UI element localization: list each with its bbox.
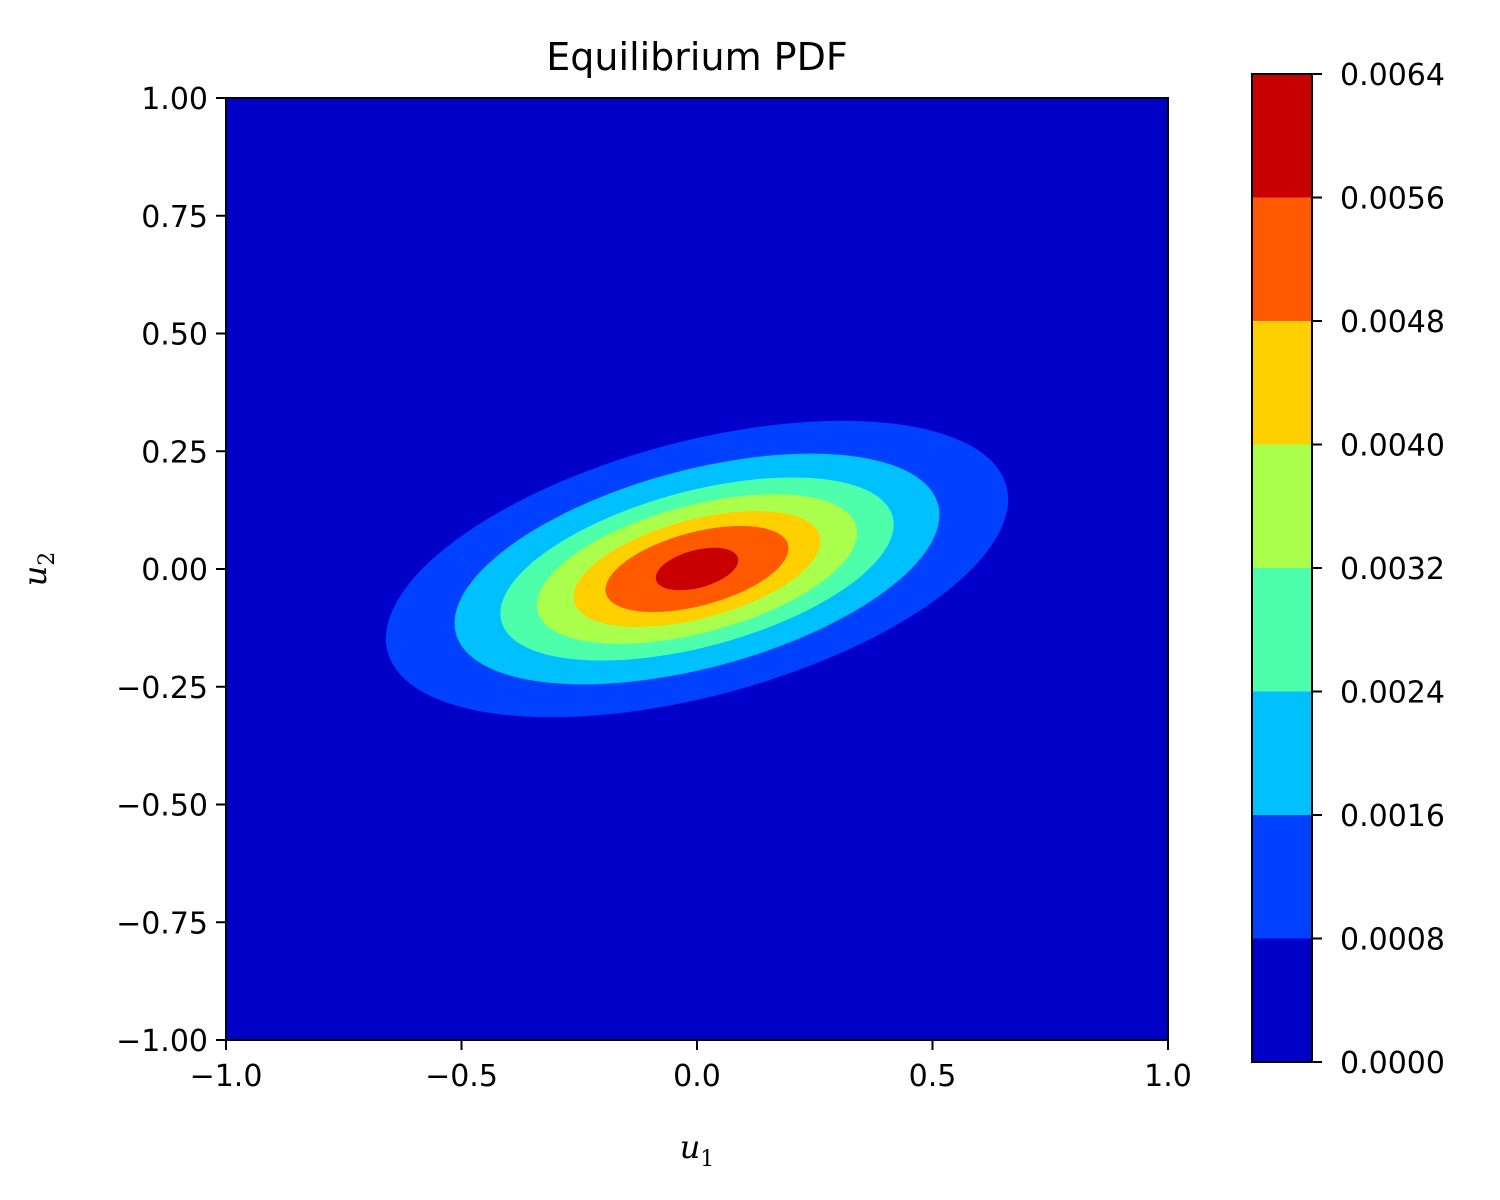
y-axis-label-base: u [16,566,54,587]
colorbar-tick-label: 0.0008 [1340,923,1445,958]
contour-bands [385,420,1009,718]
y-axis-label-sub: 2 [35,552,60,566]
y-tick-label: 0.00 [141,553,208,588]
x-tick-label: 1.0 [1144,1059,1192,1094]
colorbar-tick-label: 0.0000 [1340,1046,1445,1081]
contour-band-level-7 [655,547,739,591]
colorbar-segment-2 [1252,691,1312,815]
chart-title: Equilibrium PDF [546,35,847,79]
colorbar-tick-label: 0.0064 [1340,58,1445,93]
x-tick-label: 0.5 [909,1059,957,1094]
colorbar-tick-label: 0.0056 [1340,182,1445,217]
y-tick-label: 0.75 [141,200,208,235]
y-tick-label: −0.25 [116,671,208,706]
colorbar: 0.0000 0.0008 0.0016 0.0024 0.0032 0.0040 0.00… [1251,58,1445,1081]
colorbar-tick-label: 0.0048 [1340,305,1445,340]
y-tick-label: −0.75 [116,906,208,941]
colorbar-tick-label: 0.0040 [1340,429,1445,464]
y-tick-label: −0.50 [116,789,208,824]
colorbar-segment-4 [1252,444,1312,568]
colorbar-segment-1 [1252,815,1312,939]
colorbar-tick-label: 0.0032 [1340,552,1445,587]
y-tick-label: −1.00 [116,1024,208,1059]
x-axis-label-sub: 1 [700,1147,714,1172]
colorbar-segment-3 [1252,568,1312,692]
colorbar-segment-0 [1252,938,1312,1062]
x-tick-label: −0.5 [425,1059,498,1094]
colorbar-segment-7 [1252,74,1312,198]
colorbar-tick-label: 0.0024 [1340,676,1445,711]
y-axis-label-group: u2 [16,552,60,587]
colorbar-segment-6 [1252,197,1312,321]
y-tick-label: 1.00 [141,82,208,117]
colorbar-segment-5 [1252,321,1312,445]
colorbar-tick-label: 0.0016 [1340,799,1445,834]
y-tick-label: 0.50 [141,318,208,353]
x-tick-label: 0.0 [673,1059,721,1094]
y-axis: 1.00 0.75 0.50 0.25 0.00 −0.25 −0.50 −0.75 −1.00 [116,82,226,1059]
x-axis: −1.0 −0.5 0.0 0.5 1.0 [190,1040,1192,1094]
x-axis-label-base: u [680,1128,701,1166]
plot-area [225,97,1169,1041]
x-axis-label: u1 [680,1128,715,1172]
y-axis-label: u2 [16,552,60,587]
x-tick-label: −1.0 [190,1059,263,1094]
y-tick-label: 0.25 [141,435,208,470]
